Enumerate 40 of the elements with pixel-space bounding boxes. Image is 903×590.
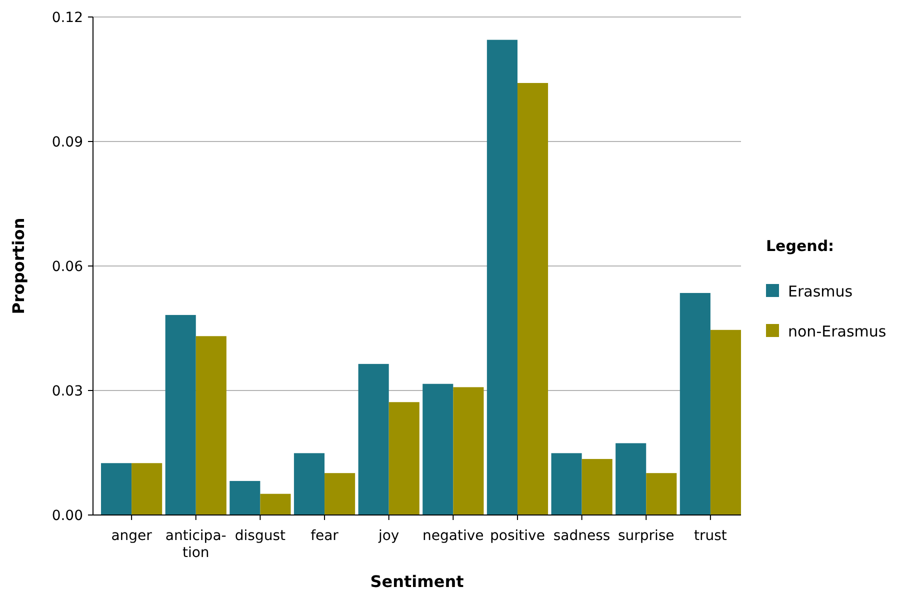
bar [551, 453, 582, 515]
legend-label: Erasmus [788, 282, 853, 300]
x-tick-label: anger [111, 528, 152, 544]
x-tick-label: negative [422, 528, 484, 544]
bar [453, 387, 484, 515]
bar [486, 40, 518, 515]
x-tick-label: anticipa- tion [165, 528, 226, 561]
x-axis-title: Sentiment [370, 572, 464, 590]
legend-label: non-Erasmus [788, 322, 886, 340]
bar [517, 82, 548, 515]
y-tick-label: 0.06 [52, 258, 84, 275]
y-tick-label: 0.00 [52, 508, 83, 524]
bar [616, 443, 646, 515]
x-tick-label: positive [490, 528, 545, 544]
bar [260, 494, 291, 515]
x-tick-label: disgust [234, 528, 286, 544]
bar [324, 473, 356, 515]
bar [388, 402, 420, 515]
y-tick-label: 0.09 [52, 134, 83, 150]
y-tick-label: 0.03 [52, 383, 83, 400]
x-tick-label: sadness [553, 528, 610, 544]
x-tick-label: fear [310, 528, 339, 544]
bar [358, 364, 389, 515]
x-tick-label: trust [694, 528, 728, 544]
bar [680, 292, 710, 515]
bar [196, 336, 226, 515]
bar [294, 453, 325, 515]
bar [132, 463, 162, 515]
y-tick-label: 0.12 [52, 10, 83, 26]
bar [710, 330, 741, 515]
legend-title: Legend: [766, 237, 834, 255]
y-axis-title: Proportion [9, 218, 28, 314]
bar [422, 384, 454, 515]
bar [646, 473, 677, 515]
x-tick-label: surprise [618, 528, 674, 544]
bar [230, 480, 260, 515]
bar [582, 458, 612, 515]
bar [165, 314, 196, 515]
x-tick-label: joy [377, 528, 400, 544]
bar [101, 463, 132, 515]
